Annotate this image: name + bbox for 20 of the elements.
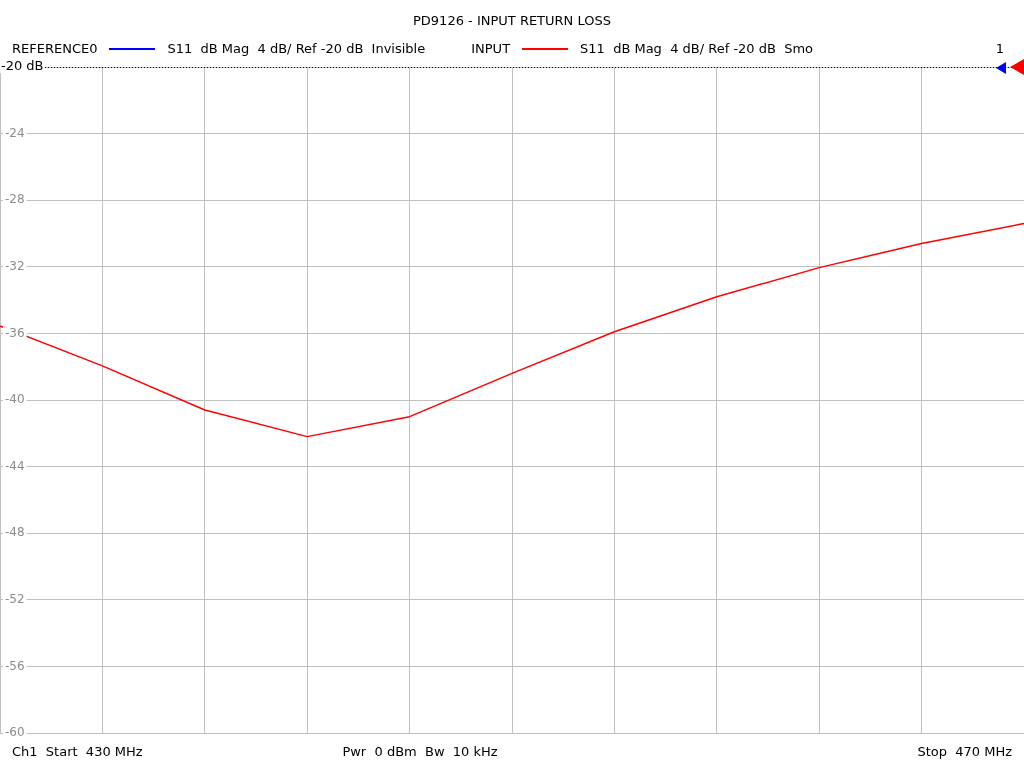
text: REFERENCE0 [12,41,98,56]
y-tick-label: -44 [5,458,25,473]
y-tick-label: -32 [5,258,25,273]
y-tick-label: -24 [5,125,25,140]
y-tick-label: -28 [5,192,25,207]
y-tick-label: -56 [5,658,25,673]
text: Pwr 0 dBm Bw 10 kHz [342,744,498,759]
text: INPUT [471,41,511,56]
text: Ch1 Start 430 MHz [12,744,143,760]
ref-line-label: -20 dB [1,58,44,74]
y-tick-label: -52 [5,591,25,606]
y-tick-label: -40 [5,392,25,407]
y-tick-label: -60 [5,725,25,740]
legend-label: S11 dB Mag 4 dB/ Ref -20 dB Smo [580,41,814,56]
text: 1 [995,41,1004,57]
text: Stop 470 MHz [917,744,1012,760]
chart-title: PD9126 - INPUT RETURN LOSS [412,13,612,29]
y-tick-label: -48 [5,525,25,540]
y-tick-label: -36 [5,325,25,340]
legend-label: S11 dB Mag 4 dB/ Ref -20 dB Invisible [167,41,426,56]
